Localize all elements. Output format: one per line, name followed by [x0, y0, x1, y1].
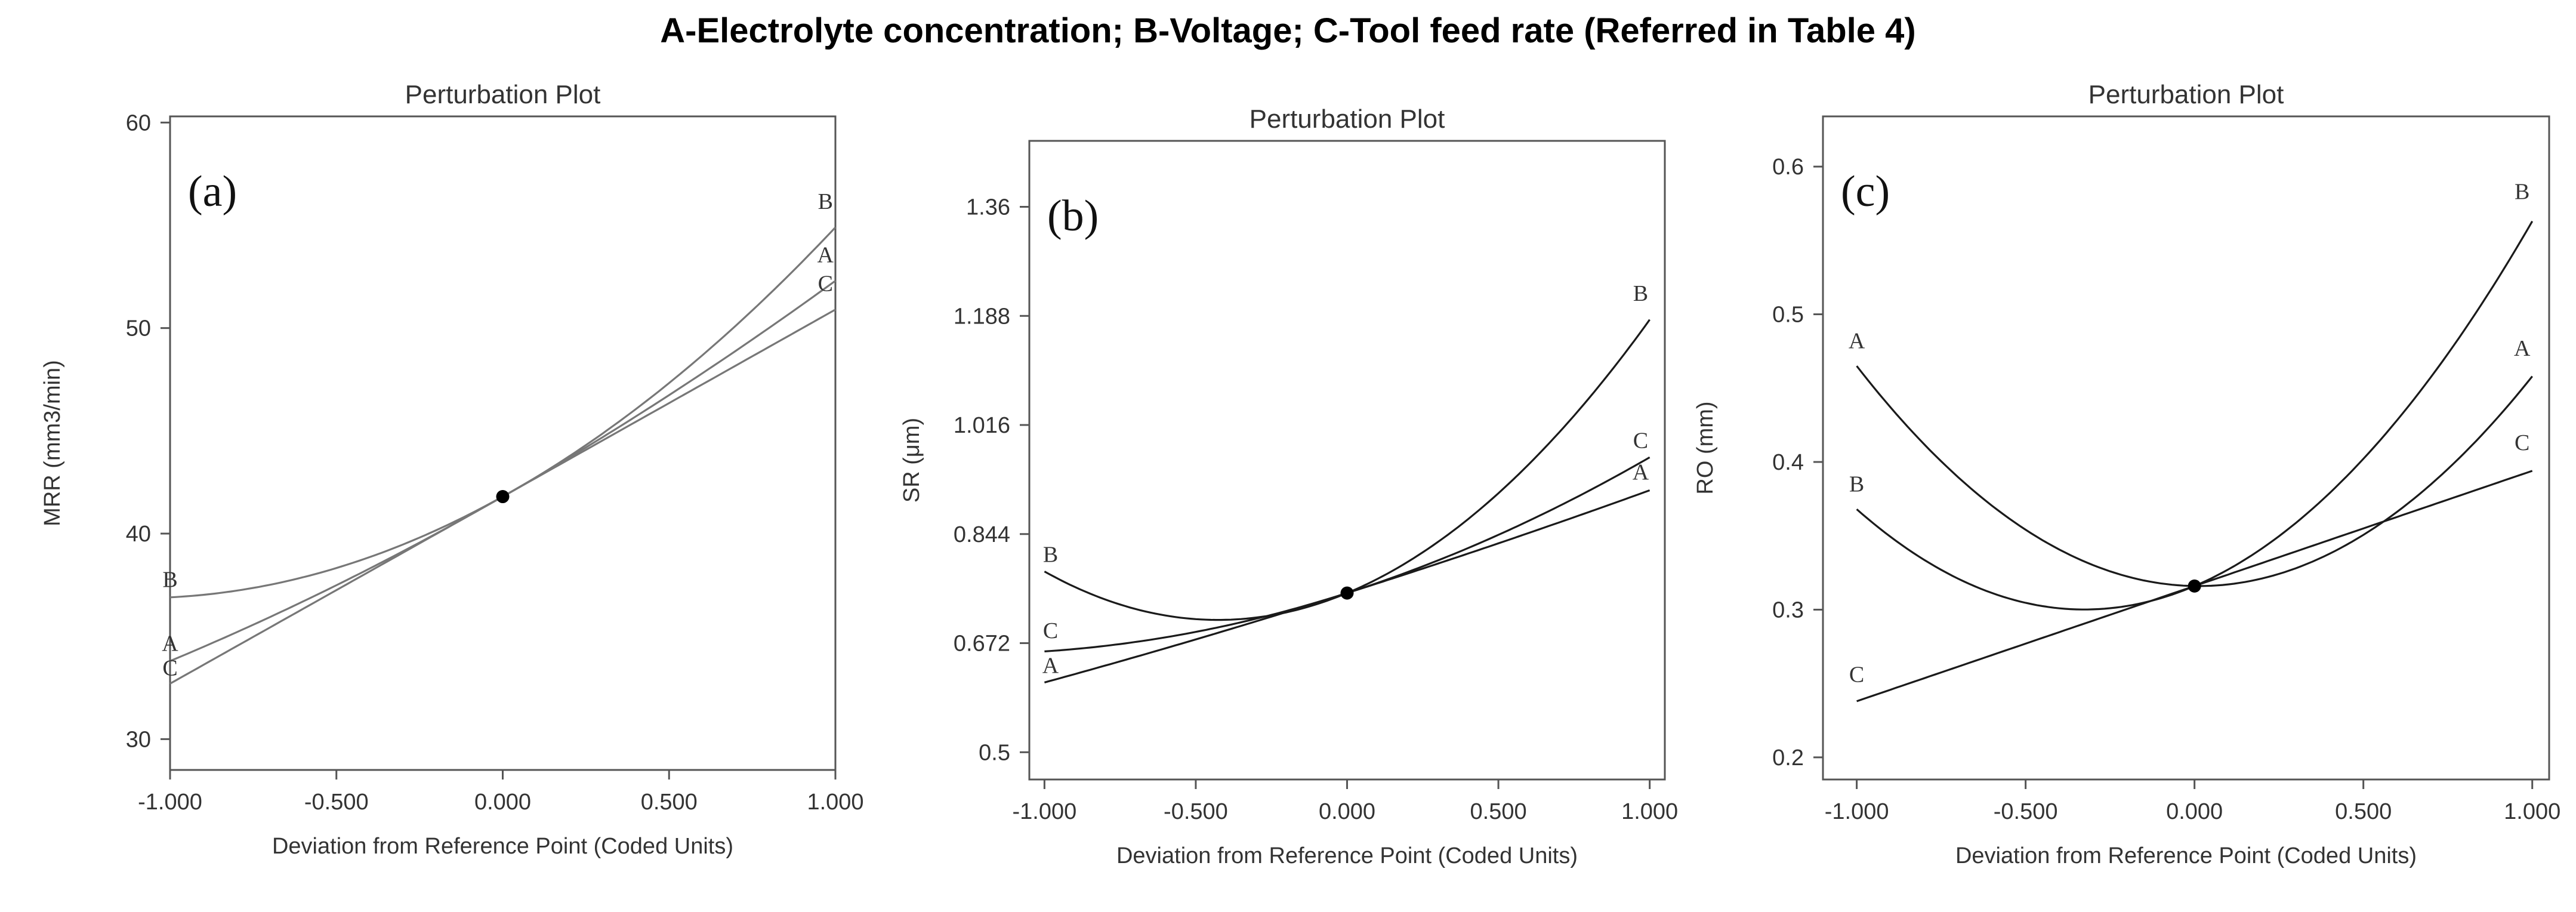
y-tick-label: 1.016	[954, 413, 1010, 438]
y-tick-label: 50	[126, 316, 151, 341]
plot-title: Perturbation Plot	[405, 80, 601, 109]
series-label-C: C	[818, 272, 833, 297]
plot-frame-2	[1822, 115, 2550, 781]
y-tick-label: 1.36	[966, 195, 1010, 220]
x-tick-label: 0.000	[2166, 799, 2223, 824]
x-tick-label: -1.000	[138, 790, 202, 815]
x-tick-label: 1.000	[1621, 799, 1678, 824]
y-tick-label: 0.2	[1772, 745, 1804, 771]
y-tick-label: 1.188	[954, 304, 1010, 329]
series-label-A: A	[817, 242, 834, 267]
x-tick-label: 0.000	[1319, 799, 1375, 824]
series-label-C: C	[2515, 430, 2529, 455]
y-tick-label: 30	[126, 727, 151, 752]
series-line-A	[1044, 489, 1651, 683]
series-label-A: A	[2514, 336, 2531, 361]
series-label-C: C	[162, 656, 177, 681]
series-label-B: B	[1633, 281, 1648, 306]
x-tick-label: -0.500	[1164, 799, 1228, 824]
series-line-A	[169, 280, 836, 662]
x-tick-label: 0.500	[2335, 799, 2392, 824]
series-label-A: A	[1633, 460, 1649, 485]
y-tick-label: 0.4	[1772, 450, 1804, 475]
x-axis-label: Deviation from Reference Point (Coded Un…	[1955, 843, 2417, 868]
series-line-B	[169, 226, 837, 599]
series-label-C: C	[1043, 618, 1058, 643]
series-line-B	[1856, 220, 2534, 611]
series-label-A: A	[1042, 653, 1059, 678]
reference-point	[2188, 579, 2201, 593]
y-tick-label: 0.3	[1772, 597, 1804, 623]
y-tick-label: 0.672	[954, 631, 1010, 657]
plot-frame-0	[169, 115, 837, 771]
series-label-B: B	[162, 568, 177, 593]
y-axis-label: SR (μm)	[899, 418, 924, 503]
x-tick-label: 0.500	[1470, 799, 1527, 824]
series-line-A	[1856, 365, 2533, 587]
series-line-C	[1044, 456, 1651, 652]
y-tick-label: 0.5	[1772, 303, 1804, 328]
plot-frame-1	[1028, 140, 1666, 781]
y-tick-label: 0.6	[1772, 155, 1804, 180]
x-tick-label: -0.500	[1994, 799, 2058, 824]
series-label-A: A	[162, 631, 178, 656]
x-axis-label: Deviation from Reference Point (Coded Un…	[272, 834, 733, 859]
x-tick-label: 1.000	[2504, 799, 2560, 824]
plot-title: Perturbation Plot	[1250, 104, 1445, 134]
x-tick-label: 0.500	[641, 790, 698, 815]
x-tick-label: -1.000	[1825, 799, 1889, 824]
y-axis-label: RO (mm)	[1693, 401, 1718, 494]
panel-label: (a)	[188, 167, 237, 216]
figure-title: A-Electrolyte concentration; B-Voltage; …	[660, 11, 1916, 50]
y-tick-label: 0.5	[979, 740, 1010, 765]
x-tick-label: -0.500	[304, 790, 369, 815]
reference-point	[1340, 586, 1354, 600]
series-label-B: B	[1849, 472, 1864, 497]
x-tick-label: 0.000	[474, 790, 531, 815]
y-axis-label: MRR (mm3/min)	[40, 360, 65, 526]
reference-point	[496, 490, 510, 504]
series-line-B	[1044, 319, 1651, 621]
series-label-A: A	[1849, 328, 1865, 353]
panel-label: (b)	[1047, 192, 1099, 241]
x-tick-label: -1.000	[1012, 799, 1076, 824]
series-label-B: B	[1043, 543, 1058, 568]
series-label-C: C	[1633, 428, 1648, 453]
series-label-B: B	[2515, 180, 2529, 205]
y-tick-label: 60	[126, 110, 151, 135]
y-tick-label: 0.844	[954, 522, 1010, 547]
plot-title: Perturbation Plot	[2088, 80, 2284, 109]
panel-label: (c)	[1841, 167, 1890, 216]
series-label-C: C	[1849, 663, 1864, 688]
y-tick-label: 40	[126, 522, 151, 547]
series-label-B: B	[818, 189, 833, 214]
x-tick-label: 1.000	[807, 790, 863, 815]
x-axis-label: Deviation from Reference Point (Coded Un…	[1116, 843, 1578, 868]
